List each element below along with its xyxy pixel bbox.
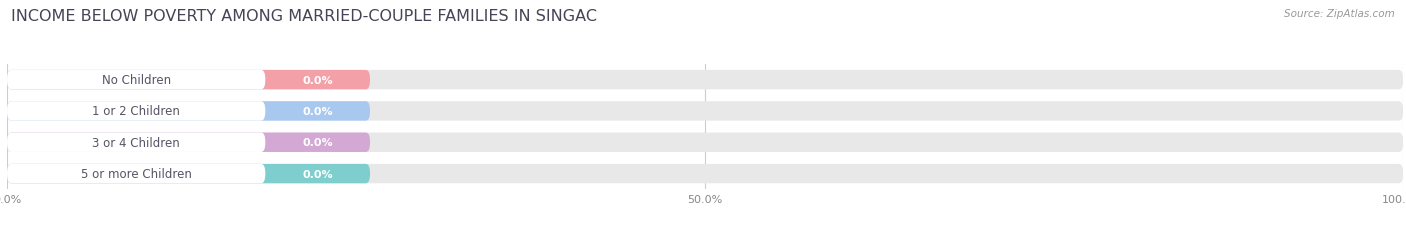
Text: No Children: No Children (101, 74, 170, 87)
FancyBboxPatch shape (7, 133, 1403, 152)
Text: 3 or 4 Children: 3 or 4 Children (93, 136, 180, 149)
FancyBboxPatch shape (7, 164, 370, 183)
FancyBboxPatch shape (7, 71, 266, 90)
Text: 0.0%: 0.0% (302, 75, 333, 85)
Text: 0.0%: 0.0% (302, 106, 333, 116)
Text: 0.0%: 0.0% (302, 169, 333, 179)
FancyBboxPatch shape (7, 71, 1403, 90)
FancyBboxPatch shape (7, 164, 266, 183)
FancyBboxPatch shape (7, 102, 370, 121)
Text: Source: ZipAtlas.com: Source: ZipAtlas.com (1284, 9, 1395, 19)
FancyBboxPatch shape (7, 102, 266, 121)
Text: 1 or 2 Children: 1 or 2 Children (93, 105, 180, 118)
FancyBboxPatch shape (7, 102, 1403, 121)
FancyBboxPatch shape (7, 133, 266, 152)
FancyBboxPatch shape (7, 71, 370, 90)
Text: INCOME BELOW POVERTY AMONG MARRIED-COUPLE FAMILIES IN SINGAC: INCOME BELOW POVERTY AMONG MARRIED-COUPL… (11, 9, 598, 24)
FancyBboxPatch shape (7, 133, 370, 152)
Text: 5 or more Children: 5 or more Children (80, 167, 191, 180)
FancyBboxPatch shape (7, 164, 1403, 183)
Text: 0.0%: 0.0% (302, 138, 333, 148)
